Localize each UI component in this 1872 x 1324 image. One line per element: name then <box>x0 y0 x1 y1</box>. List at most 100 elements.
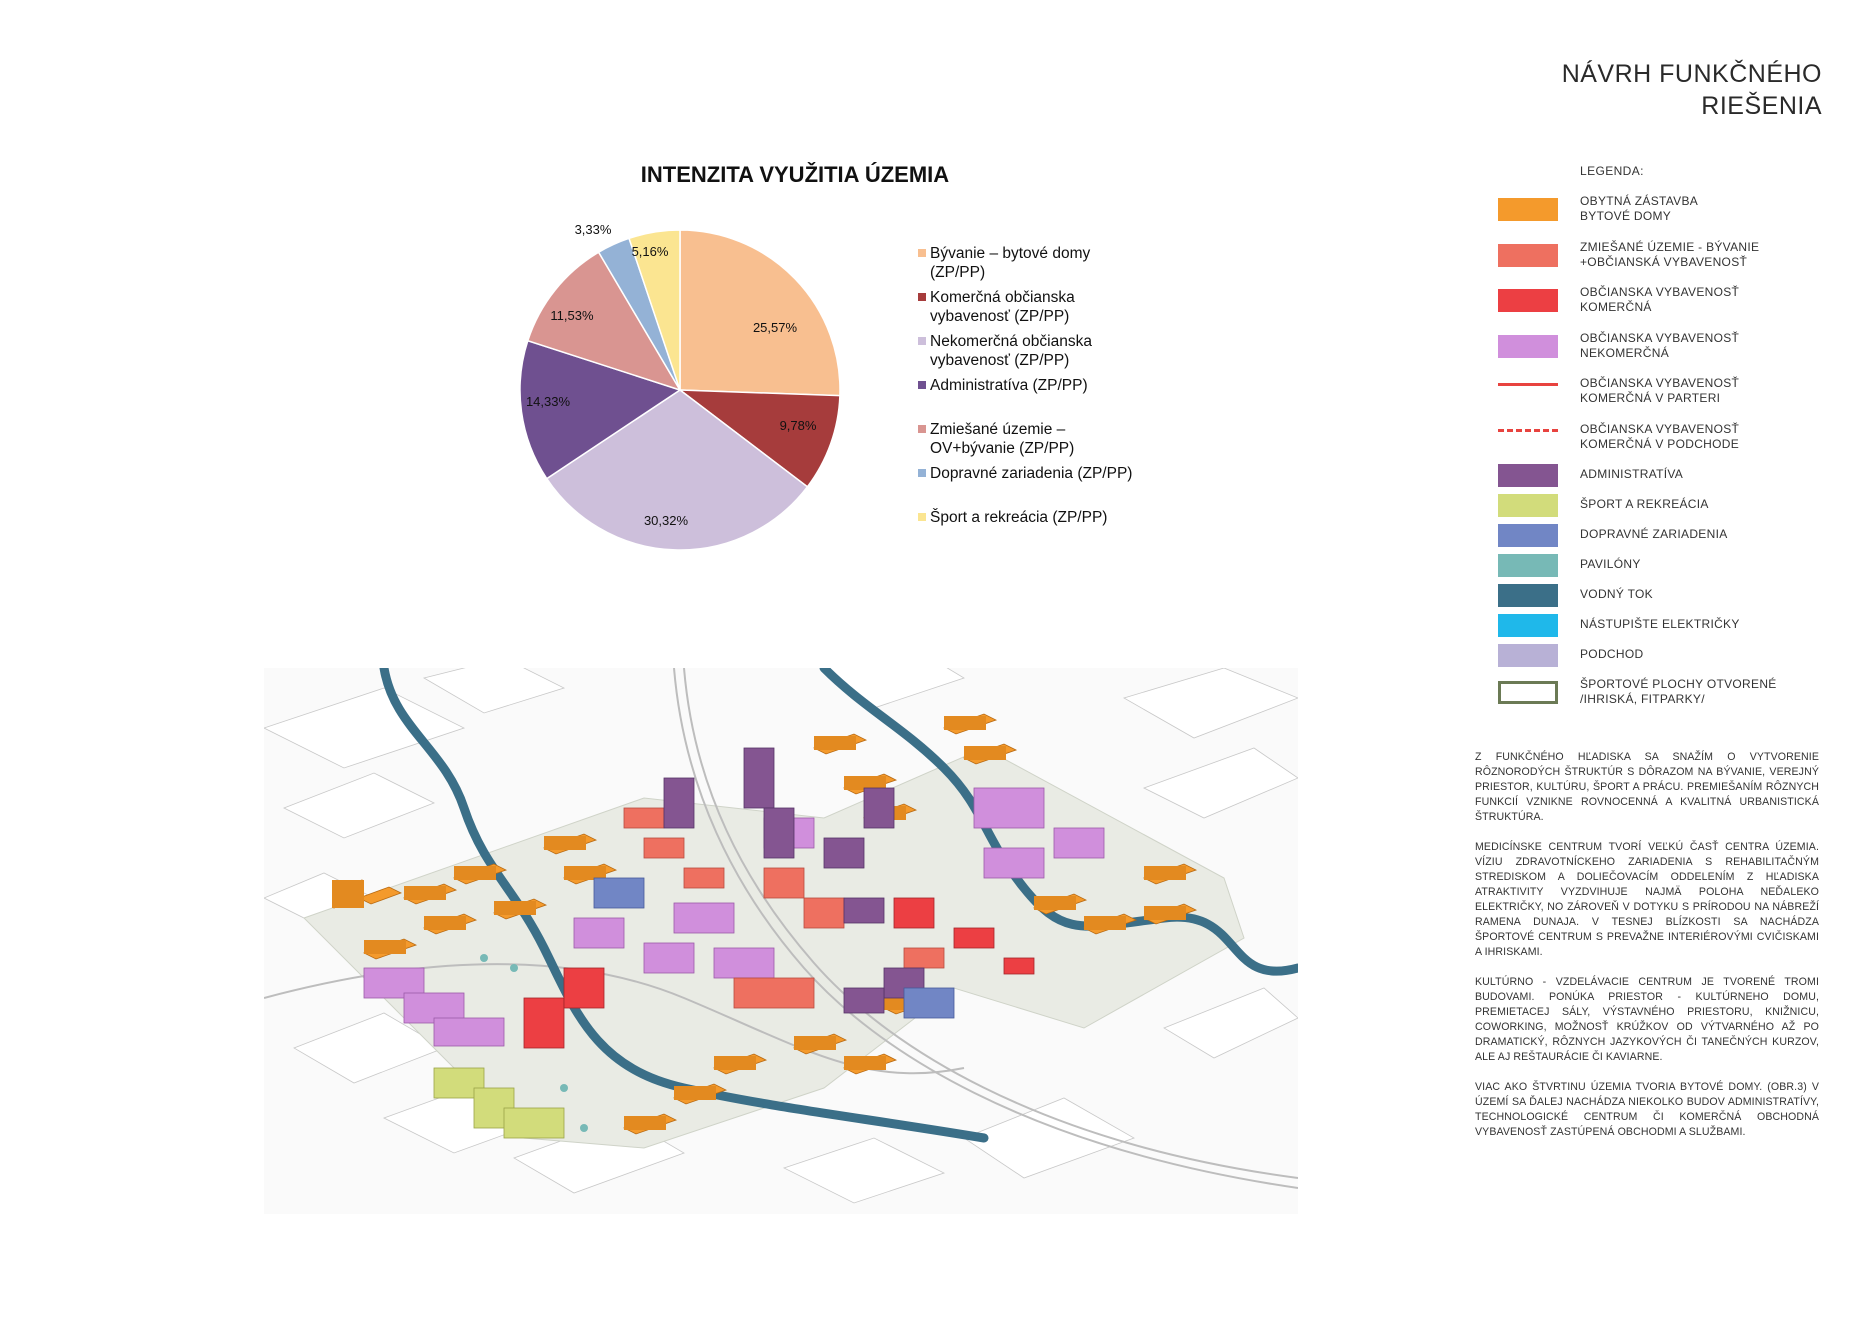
legend-swatch <box>1498 554 1558 577</box>
legend-text-line1: OBČIANSKA VYBAVENOSŤ <box>1580 376 1740 390</box>
legend-swatch <box>1498 383 1558 386</box>
legend-text-line1: NÁSTUPIŠTE ELEKTRIČKY <box>1580 617 1740 631</box>
legend-swatch <box>918 513 926 521</box>
paragraph: Kultúrno - vzdelávacie centrum je tvoren… <box>1475 976 1819 1063</box>
page-title-line2: RIEŠENIA <box>1701 92 1822 120</box>
legend-text: PAVILÓNY <box>1580 557 1790 572</box>
legend-text: ZMIEŠANÉ ÚZEMIE - BÝVANIE +OBČIANSKÁ VYBA… <box>1580 240 1790 270</box>
legend-text-line2: KOMERČNÁ V PODCHODE <box>1580 437 1740 451</box>
legend-text-line1: ŠPORT A REKREÁCIA <box>1580 497 1709 511</box>
pie-data-label: 9,78% <box>780 418 817 433</box>
legend-label-line1: Zmiešané územie – <box>930 421 1066 438</box>
legend-swatch <box>1498 524 1558 547</box>
legend-swatch <box>918 425 926 433</box>
map-pavilions <box>480 954 588 1132</box>
legend-label-line1: Šport a rekreácia (ZP/PP) <box>930 509 1108 526</box>
legend-text-line1: OBYTNÁ ZÁSTAVBA <box>1580 194 1699 208</box>
legend-text: OBČIANSKA VYBAVENOSŤ NEKOMERČNÁ <box>1580 331 1790 361</box>
legend-swatch <box>1498 681 1558 704</box>
legend-text-line1: OBČIANSKA VYBAVENOSŤ <box>1580 285 1740 299</box>
legend-text: OBYTNÁ ZÁSTAVBA BYTOVÉ DOMY <box>1580 194 1790 224</box>
pie-chart: 25,57% 9,78% 30,32% 14,33% 11,53% 3,33% 5,16% <box>519 222 841 551</box>
legend-swatch <box>1498 289 1558 312</box>
pie-data-label: 11,53% <box>550 308 594 323</box>
legend-heading: LEGENDA: <box>1580 164 1644 178</box>
pie-slice <box>526 251 682 392</box>
legend-swatch <box>1498 198 1558 221</box>
legend-text-line2: KOMERČNÁ <box>1580 300 1652 314</box>
pie-data-label: 30,32% <box>644 513 689 528</box>
legend-text: OBČIANSKA VYBAVENOSŤ KOMERČNÁ V PODCHODE <box>1580 422 1790 452</box>
legend-swatch <box>1498 244 1558 267</box>
legend-text-line1: DOPRAVNÉ ZARIADENIA <box>1580 527 1728 541</box>
legend-swatch <box>918 337 926 345</box>
page-title: NÁVRH FUNKČNÉHO RIEŠENIA <box>1562 58 1822 122</box>
pie-data-label: 14,33% <box>526 394 571 409</box>
legend-text-line1: OBČIANSKA VYBAVENOSŤ <box>1580 422 1740 436</box>
legend-text: VODNÝ TOK <box>1580 587 1790 602</box>
body-text: Z funkčného hľadiska sa snažím o vytvore… <box>1475 750 1819 1155</box>
map-water <box>379 668 1298 1143</box>
map-mixed-use-buildings <box>623 807 945 1009</box>
pie-slice <box>679 229 841 397</box>
legend-label-line1: Dopravné zariadenia (ZP/PP) <box>930 465 1133 482</box>
legend-swatch <box>918 381 926 389</box>
pie-legend-item: Dopravné zariadenia (ZP/PP) <box>918 464 1208 483</box>
legend-label-line1: Nekomerčná občianska <box>930 333 1092 350</box>
legend-text: OBČIANSKA VYBAVENOSŤ KOMERČNÁ V PARTERI <box>1580 376 1790 406</box>
map-administrative-buildings <box>663 747 925 1014</box>
pie-legend-item: Administratíva (ZP/PP) <box>918 376 1208 395</box>
pie-legend-item: Nekomerčná občianska vybavenosť (ZP/PP) <box>918 332 1208 370</box>
legend-label-line2: OV+bývanie (ZP/PP) <box>930 440 1075 457</box>
pie-legend-item: Zmiešané územie – OV+bývanie (ZP/PP) <box>918 420 1208 458</box>
legend-text-line1: OBČIANSKA VYBAVENOSŤ <box>1580 331 1740 345</box>
legend-swatch <box>1498 614 1558 637</box>
legend-label-line2: (ZP/PP) <box>930 264 986 281</box>
legend-text: ŠPORTOVÉ PLOCHY OTVORENÉ/IHRISKÁ, FITPAR… <box>1580 677 1790 707</box>
pie-legend-item: Bývanie – bytové domy (ZP/PP) <box>918 244 1208 282</box>
pie-data-label: 5,16% <box>632 244 669 259</box>
legend-swatch <box>918 469 926 477</box>
legend-text-line1: ZMIEŠANÉ ÚZEMIE - BÝVANIE <box>1580 240 1760 254</box>
legend-text-line2: +OBČIANSKÁ VYBAVENOSŤ <box>1580 255 1748 269</box>
pie-slice <box>545 389 809 551</box>
legend-swatch <box>1498 584 1558 607</box>
legend-swatch <box>918 293 926 301</box>
paragraph: Viac ako štvrtinu územia tvoria bytové d… <box>1475 1081 1819 1138</box>
map-transport-buildings <box>593 877 955 1019</box>
legend-text-line2: NEKOMERČNÁ <box>1580 346 1670 360</box>
legend-text-line1: PODCHOD <box>1580 647 1644 661</box>
map-commercial-buildings <box>523 897 1035 1049</box>
pie-slice <box>519 339 682 480</box>
legend-text: PODCHOD <box>1580 647 1790 662</box>
map-civic-noncommercial-buildings <box>363 787 1105 1047</box>
legend-swatch <box>1498 464 1558 487</box>
legend-text-line1: ŠPORTOVÉ PLOCHY OTVORENÉ <box>1580 677 1777 691</box>
legend-text: DOPRAVNÉ ZARIADENIA <box>1580 527 1790 542</box>
legend-swatch <box>918 249 926 257</box>
legend-text-line1: VODNÝ TOK <box>1580 587 1653 601</box>
legend-text-line2: KOMERČNÁ V PARTERI <box>1580 391 1721 405</box>
legend-label-line1: Komerčná občianska <box>930 289 1075 306</box>
legend-text: OBČIANSKA VYBAVENOSŤ KOMERČNÁ <box>1580 285 1790 315</box>
pie-legend-item: Komerčná občianska vybavenosť (ZP/PP) <box>918 288 1208 326</box>
pie-slice <box>628 229 681 391</box>
axonometric-site-plan <box>264 668 1298 1214</box>
map-sport-buildings <box>433 1067 565 1139</box>
pie-data-label: 25,57% <box>753 320 798 335</box>
pie-legend-item: Šport a rekreácia (ZP/PP) <box>918 508 1208 527</box>
legend-text-line1: PAVILÓNY <box>1580 557 1641 571</box>
legend-swatch <box>1498 429 1558 432</box>
page-title-line1: NÁVRH FUNKČNÉHO <box>1561 60 1822 88</box>
legend-label-line2: vybavenosť (ZP/PP) <box>930 352 1070 369</box>
paragraph: Medicínske centrum tvorí veľkú časť cent… <box>1475 841 1819 958</box>
legend-label-line1: Bývanie – bytové domy <box>930 245 1091 262</box>
map-residential-buildings <box>332 713 1198 1135</box>
legend-text-line2: /IHRISKÁ, FITPARKY/ <box>1580 692 1705 706</box>
pie-slice <box>677 389 841 488</box>
legend-text-line1: ADMINISTRATÍVA <box>1580 467 1684 481</box>
legend-text-line2: BYTOVÉ DOMY <box>1580 209 1672 223</box>
legend-swatch <box>1498 335 1558 358</box>
legend-text: ŠPORT A REKREÁCIA <box>1580 497 1790 512</box>
legend-swatch <box>1498 644 1558 667</box>
